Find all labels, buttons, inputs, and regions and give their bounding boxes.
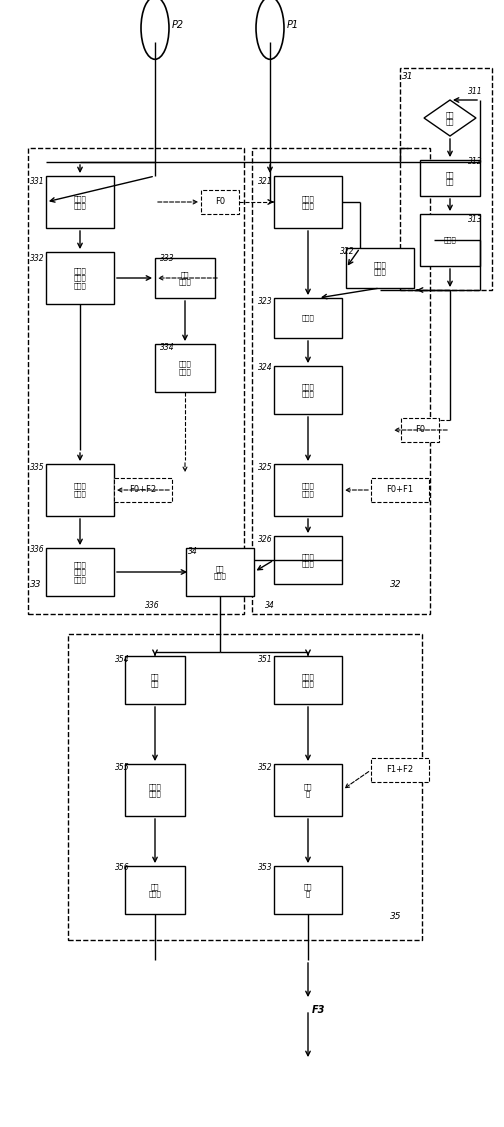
Bar [252,148,430,614]
Bar [371,478,429,502]
Text: P1: P1 [286,19,299,29]
Text: 35: 35 [390,912,402,921]
Text: 326: 326 [258,535,273,544]
Bar [46,252,114,304]
Text: 第三级
放大器: 第三级 放大器 [74,195,86,210]
Text: 混频器
滤波器: 混频器 滤波器 [301,383,314,397]
Text: 324: 324 [258,364,273,373]
Bar [46,464,114,516]
Text: 336: 336 [145,602,160,611]
Bar [274,656,342,704]
Text: 光载
调制器: 光载 调制器 [214,565,226,579]
Bar [114,478,172,502]
Text: 334: 334 [160,344,174,353]
Bar [346,248,414,289]
Bar [274,764,342,816]
Bar [371,758,429,782]
Bar [400,68,492,290]
Bar [274,176,342,228]
Text: 混频器
滤波器: 混频器 滤波器 [178,361,192,375]
Text: 第二级
放大器: 第二级 放大器 [301,482,314,497]
Bar [274,366,342,414]
Text: 第二级
调制器: 第二级 调制器 [301,553,314,567]
Text: 313: 313 [468,215,483,224]
Bar [46,548,114,596]
Bar [274,866,342,914]
Bar [68,635,422,940]
Bar [420,214,480,266]
Bar [155,344,215,392]
Text: 322: 322 [340,248,355,257]
Text: 混频器: 混频器 [301,314,314,321]
Text: 频率
设置: 频率 设置 [446,171,454,185]
Text: 321: 321 [258,177,273,186]
Text: 第一级
放大器: 第一级 放大器 [301,195,314,210]
Polygon shape [424,100,476,136]
Text: 第一级
调制器: 第一级 调制器 [373,260,387,275]
Bar [28,148,244,614]
Text: 312: 312 [468,158,483,167]
Bar [125,656,185,704]
Bar [401,418,439,442]
Text: F0+F2: F0+F2 [130,486,157,495]
Text: 33: 33 [30,580,41,589]
Text: 功分器: 功分器 [444,237,457,243]
Text: 第四级
放大器: 第四级 放大器 [74,482,86,497]
Text: 放大
器: 放大 器 [304,783,312,797]
Text: 332: 332 [30,254,45,263]
Text: 第五级
放大器: 第五级 放大器 [149,783,161,797]
Text: 混频器
滤波器: 混频器 滤波器 [301,673,314,687]
Text: 第四级
调制器
滤波器: 第四级 调制器 滤波器 [74,561,86,583]
Bar [420,160,480,196]
Bar [201,190,239,214]
Bar [274,536,342,584]
Text: 353: 353 [258,863,273,872]
Bar [46,176,114,228]
Bar [155,258,215,298]
Text: F1+F2: F1+F2 [387,765,414,774]
Circle shape [256,0,284,60]
Text: 频率
滤波器: 频率 滤波器 [149,882,161,897]
Text: 第三级
调制器
滤波器: 第三级 调制器 滤波器 [74,267,86,289]
Text: 311: 311 [468,88,483,97]
Text: 331: 331 [30,177,45,186]
Bar [274,298,342,338]
Text: 351: 351 [258,656,273,665]
Bar [186,548,254,596]
Text: 34: 34 [265,602,275,611]
Text: 352: 352 [258,763,273,772]
Text: 336: 336 [30,545,45,554]
Text: 323: 323 [258,298,273,307]
Text: 325: 325 [258,463,273,472]
Text: F0: F0 [215,197,225,206]
Text: 触发
判断: 触发 判断 [446,110,454,125]
Text: 32: 32 [390,580,402,589]
Text: F3: F3 [312,1005,326,1015]
Text: F0+F1: F0+F1 [387,486,414,495]
Text: F0: F0 [415,426,425,435]
Text: 355: 355 [115,763,130,772]
Text: 光载
调制器: 光载 调制器 [178,270,192,285]
Text: 335: 335 [30,463,45,472]
Text: 333: 333 [160,254,174,263]
Text: 开关
滤波: 开关 滤波 [151,673,159,687]
Bar [125,866,185,914]
Text: 356: 356 [115,863,130,872]
Text: 34: 34 [188,548,198,557]
Bar [274,464,342,516]
Bar [125,764,185,816]
Text: P2: P2 [171,19,183,29]
Text: 354: 354 [115,656,130,665]
Text: 滤波
器: 滤波 器 [304,882,312,897]
Text: 31: 31 [402,72,413,81]
Circle shape [141,0,169,60]
